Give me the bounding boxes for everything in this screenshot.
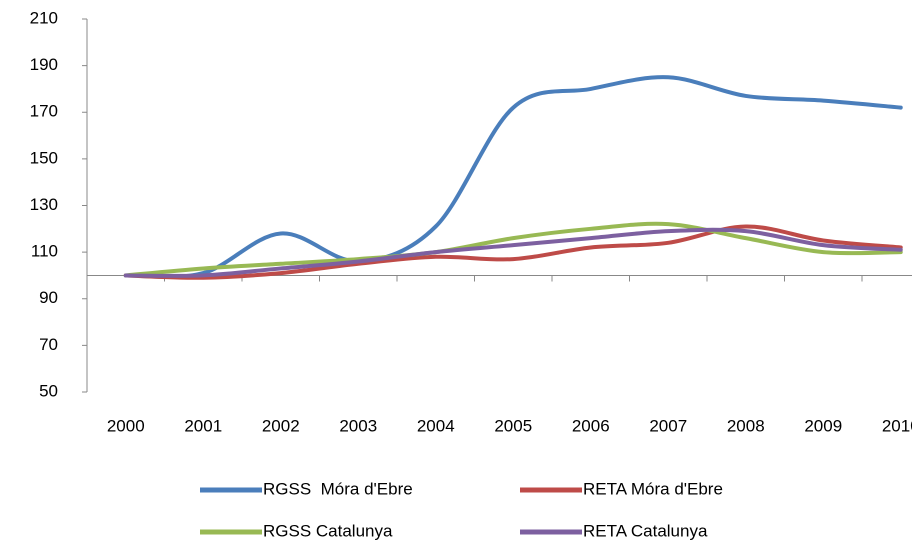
y-tick-label: 110 [31,242,58,261]
y-tick-label: 70 [39,335,58,354]
x-tick-label: 2004 [417,416,455,435]
x-tick-label: 2010 [882,416,912,435]
x-tick-label: 2008 [727,416,765,435]
legend-label: RETA Catalunya [583,521,708,540]
series-line [123,227,903,278]
y-tick-label: 50 [39,381,58,400]
x-tick-label: 2003 [339,416,377,435]
series-line [123,75,903,279]
x-tick-label: 2000 [107,416,145,435]
y-tick-label: 210 [30,8,58,27]
series-line [123,224,903,280]
series-line [123,221,903,278]
legend-label: RETA Móra d'Ebre [583,479,723,498]
x-tick-label: 2006 [572,416,610,435]
y-tick-label: 90 [39,288,58,307]
x-tick-label: 2002 [262,416,300,435]
x-tick-label: 2001 [184,416,222,435]
y-tick-label: 150 [30,148,58,167]
x-tick-label: 2007 [649,416,687,435]
y-tick-label: 190 [30,55,58,74]
legend-label: RGSS Catalunya [263,521,393,540]
y-tick-label: 130 [30,195,58,214]
x-tick-label: 2009 [804,416,842,435]
y-tick-label: 170 [30,102,58,121]
legend-label: RGSS Móra d'Ebre [263,479,413,498]
x-tick-label: 2005 [494,416,532,435]
